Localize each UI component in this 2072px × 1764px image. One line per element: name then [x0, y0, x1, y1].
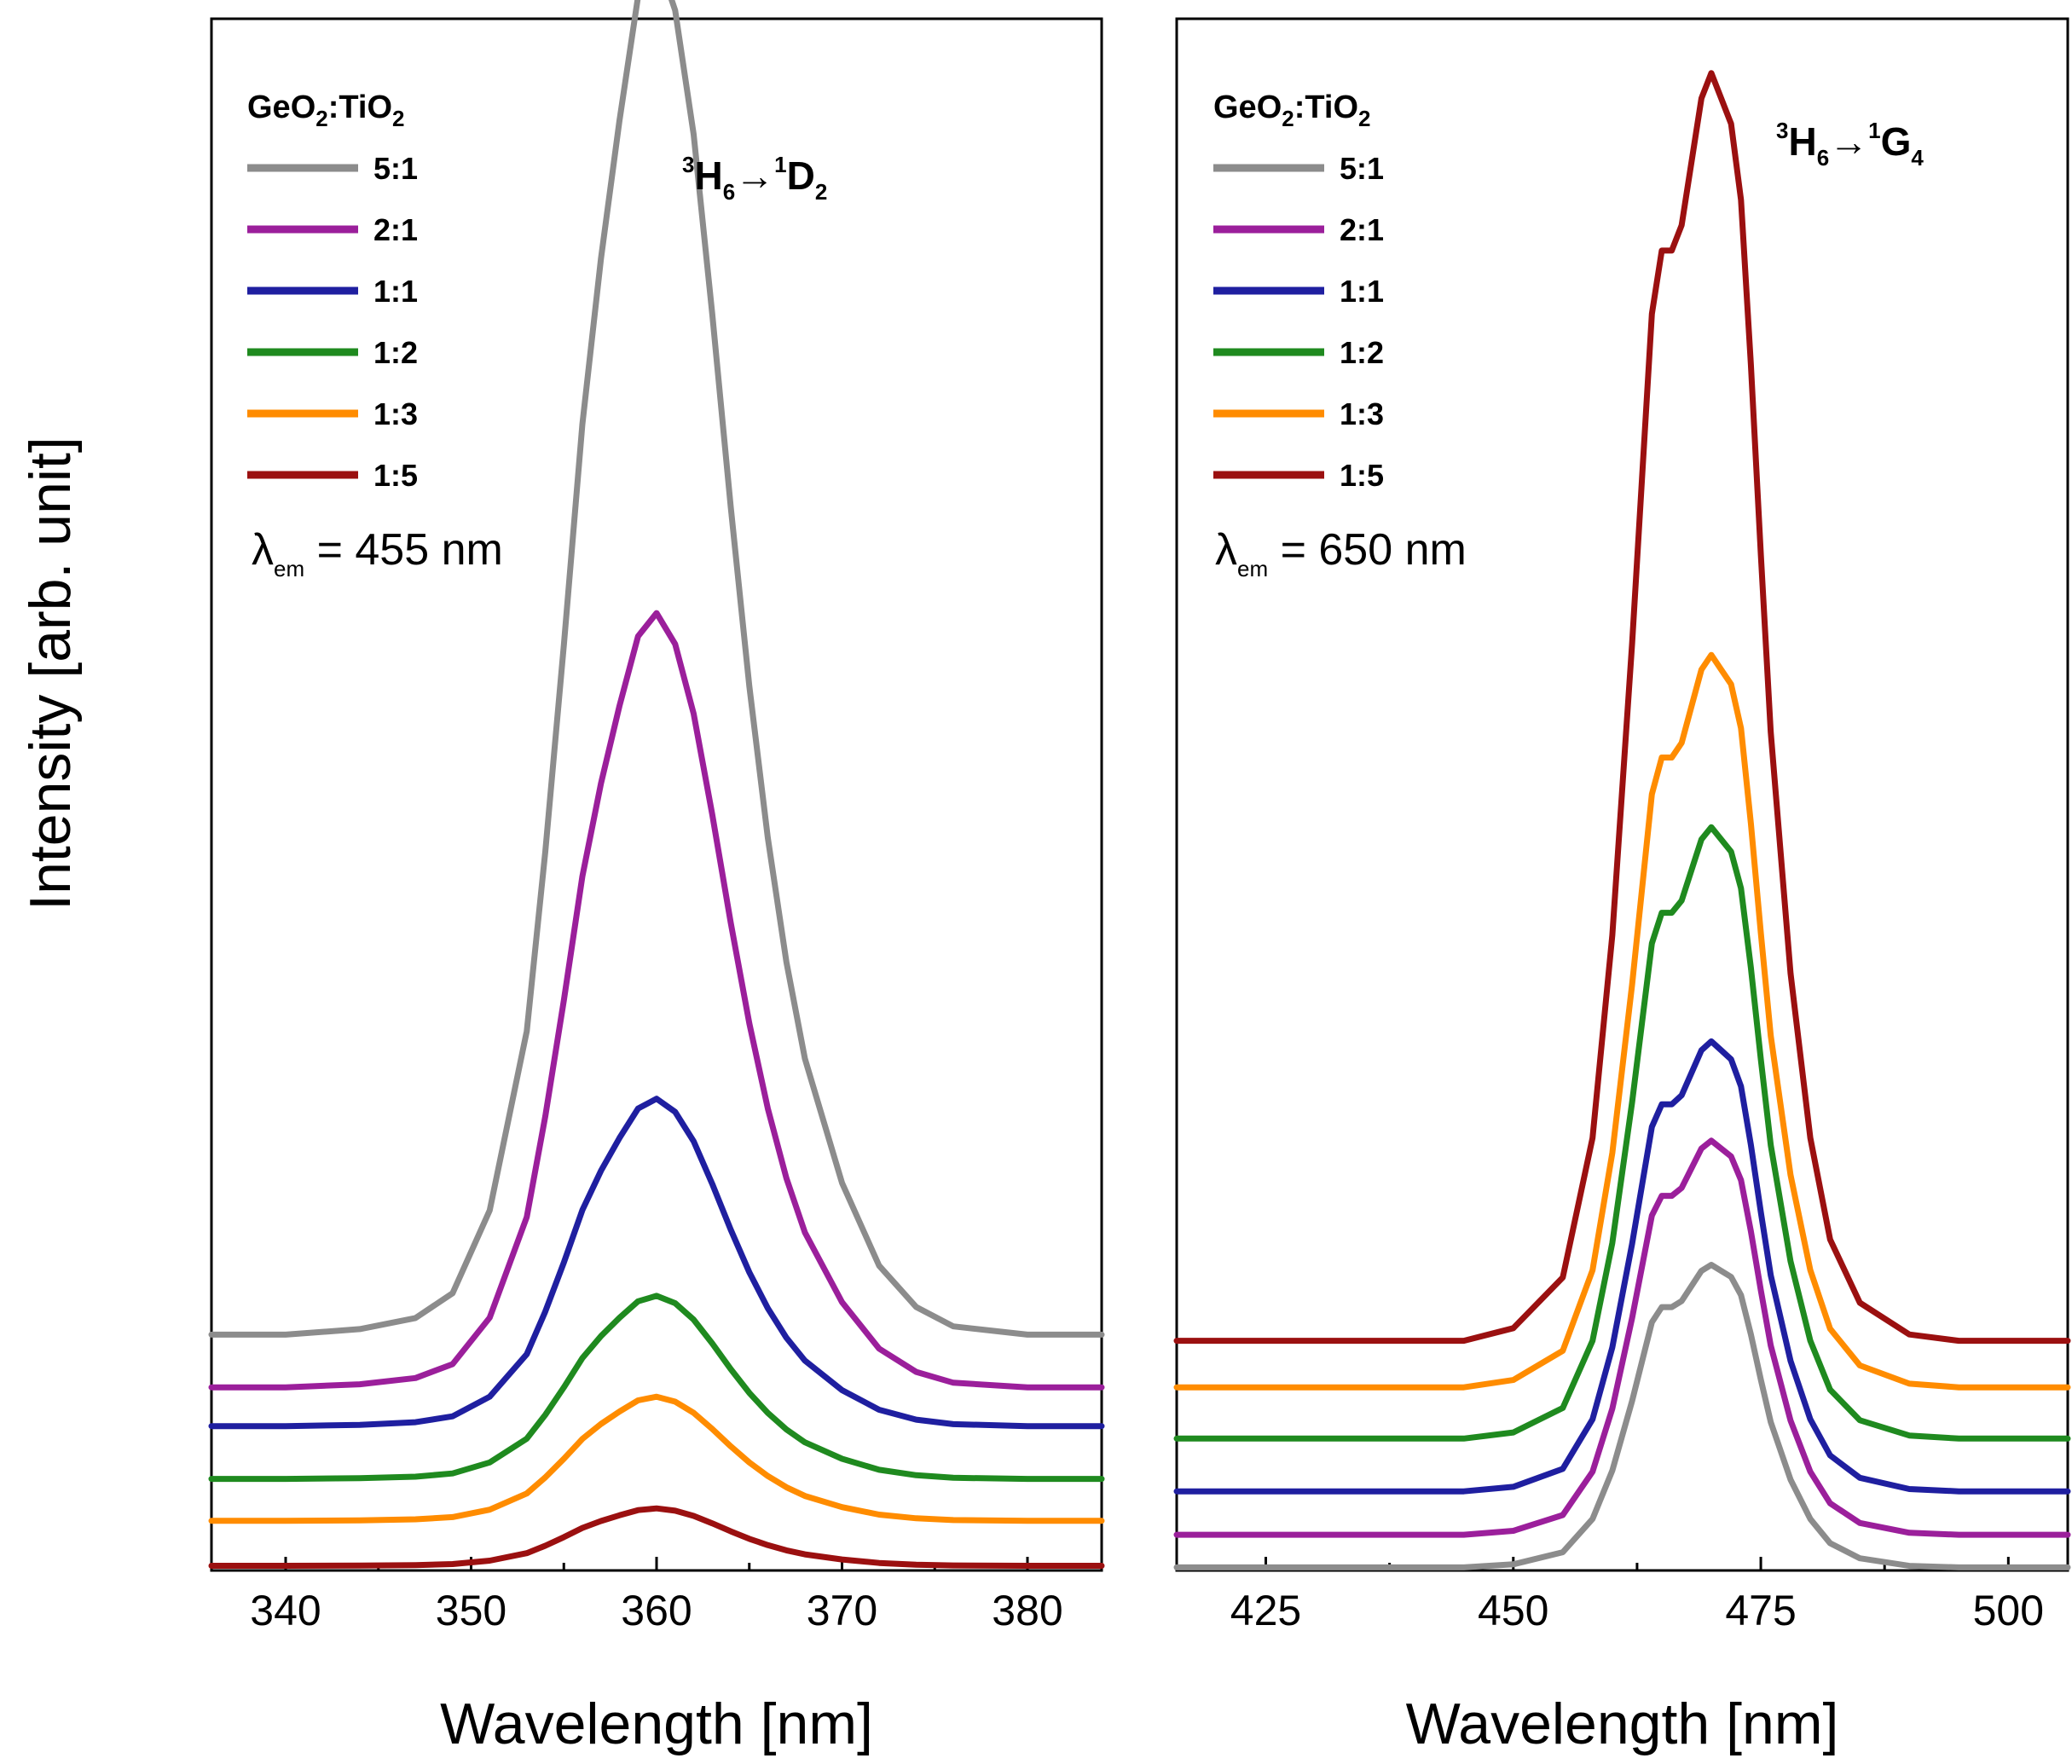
x-tick-label: 340 [250, 1587, 321, 1634]
series-line-2-1 [1173, 1137, 2071, 1538]
plot-frame [1175, 17, 2069, 1572]
legend-label: 1:3 [1340, 396, 1384, 431]
legend-label: 1:2 [373, 335, 418, 370]
series-line-2-1 [208, 610, 1105, 1391]
excitation-annotation: λem = 455 nm [252, 525, 503, 581]
series-line-1-2 [208, 1293, 1105, 1483]
legend-label: 1:5 [373, 458, 418, 493]
legend-label: 1:1 [373, 274, 418, 309]
series-line-5-1 [1173, 1262, 2071, 1570]
series-line-1-3 [208, 1393, 1105, 1524]
series-line-5-1 [208, 0, 1105, 1338]
series-line-1-2 [1173, 824, 2071, 1442]
transition-annotation: 3H6→1D2 [682, 152, 827, 205]
series-line-1-5 [208, 1505, 1105, 1569]
x-tick-label: 380 [992, 1587, 1062, 1634]
right-panel: 425 450 475 500 Wavelength [nm] GeO2:TiO2 5:1 2… [1173, 17, 2071, 1756]
x-axis-label: Wavelength [nm] [440, 1692, 873, 1756]
y-axis-label: Intensity [arb. unit] [18, 437, 83, 911]
legend-label: 5:1 [1340, 151, 1384, 186]
series-line-1-5 [1173, 70, 2071, 1345]
x-tick-label: 370 [807, 1587, 877, 1634]
x-tick-label: 350 [436, 1587, 506, 1634]
legend-label: 1:2 [1340, 335, 1384, 370]
legend-label: 1:1 [1340, 274, 1384, 309]
series-line-1-1 [208, 1096, 1105, 1430]
legend-label: 1:3 [373, 396, 418, 431]
excitation-annotation: λem = 650 nm [1215, 525, 1467, 581]
x-tick-label: 500 [1973, 1587, 2044, 1634]
x-axis-label: Wavelength [nm] [1406, 1692, 1839, 1756]
x-tick-label: 425 [1230, 1587, 1301, 1634]
legend-title: GeO2:TiO2 [1213, 90, 1370, 131]
transition-annotation: 3H6→1G4 [1776, 118, 1924, 171]
x-tick-label: 475 [1725, 1587, 1796, 1634]
legend-label: 2:1 [373, 212, 418, 247]
legend-label: 5:1 [373, 151, 418, 186]
left-panel: 340 350 360 370 380 Wavelength [nm] GeO2:TiO2 5… [208, 0, 1105, 1756]
legend-title: GeO2:TiO2 [247, 90, 404, 131]
legend-label: 2:1 [1340, 212, 1384, 247]
x-tick-label: 360 [621, 1587, 692, 1634]
series-line-1-3 [1173, 651, 2071, 1391]
x-tick-label: 450 [1478, 1587, 1548, 1634]
legend-label: 1:5 [1340, 458, 1384, 493]
series-line-1-1 [1173, 1038, 2071, 1495]
